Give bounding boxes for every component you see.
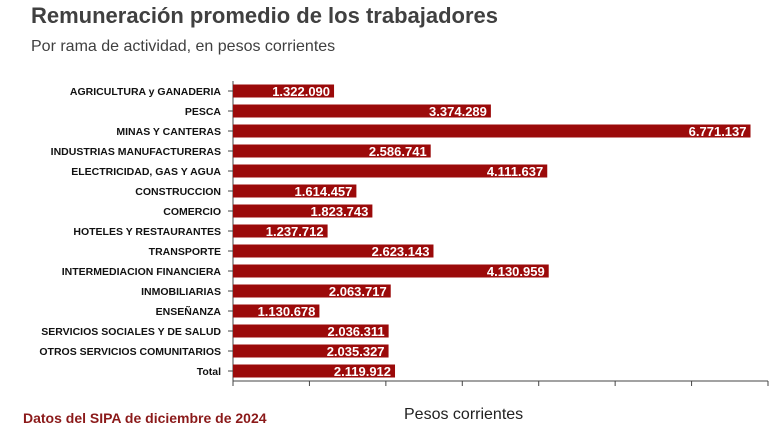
category-label: INDUSTRIAS MANUFACTURERAS — [51, 146, 221, 158]
bar-chart: AGRICULTURA y GANADERIA 1.322.090 PESCA 3.3… — [39, 81, 769, 386]
category-label: INTERMEDIACION FINANCIERA — [62, 266, 222, 278]
bar — [233, 244, 434, 258]
bar-value-label: 1.823.743 — [311, 204, 369, 219]
source-note: Datos del SIPA de diciembre de 2024 — [23, 410, 267, 426]
bar-value-label: 1.237.712 — [266, 224, 324, 239]
bar — [233, 164, 548, 178]
bar — [233, 264, 549, 278]
category-label: INMOBILIARIAS — [141, 286, 221, 298]
x-axis-label: Pesos corrientes — [404, 406, 524, 423]
bar — [233, 344, 389, 358]
chart-subtitle: Por rama de actividad, en pesos corrient… — [31, 38, 336, 55]
bar — [233, 184, 357, 198]
bar-value-label: 1.322.090 — [272, 84, 330, 99]
category-label: PESCA — [185, 106, 222, 118]
bar-value-label: 2.119.912 — [334, 364, 391, 379]
bar-value-label: 1.614.457 — [295, 184, 353, 199]
bar — [233, 124, 751, 138]
bar — [233, 304, 320, 318]
bar-value-label: 2.623.143 — [372, 244, 430, 259]
category-label: CONSTRUCCION — [135, 186, 221, 198]
category-label: HOTELES Y RESTAURANTES — [73, 226, 221, 238]
category-label: COMERCIO — [163, 206, 221, 218]
category-label: ENSEÑANZA — [156, 305, 222, 318]
category-label: AGRICULTURA y GANADERIA — [70, 86, 221, 98]
bar-value-label: 2.036.311 — [328, 324, 385, 339]
category-label: OTROS SERVICIOS COMUNITARIOS — [39, 346, 221, 358]
bar-value-label: 2.063.717 — [329, 284, 387, 299]
bar-value-label: 2.586.741 — [369, 144, 427, 159]
bar — [233, 324, 389, 338]
category-label: MINAS Y CANTERAS — [116, 126, 221, 138]
chart-title: Remuneración promedio de los trabajadore… — [31, 3, 499, 28]
bar-value-label: 4.111.637 — [487, 164, 543, 179]
bar-value-label: 2.035.327 — [327, 344, 385, 359]
bar-value-label: 3.374.289 — [429, 104, 487, 119]
bar — [233, 144, 431, 158]
bar — [233, 224, 328, 238]
bar — [233, 84, 335, 98]
bar-value-label: 1.130.678 — [258, 304, 316, 319]
bar — [233, 364, 396, 378]
bar — [233, 104, 491, 118]
bar-value-label: 4.130.959 — [487, 264, 545, 279]
category-label: SERVICIOS SOCIALES Y DE SALUD — [41, 326, 221, 338]
category-label: ELECTRICIDAD, GAS Y AGUA — [71, 166, 221, 178]
category-label: Total — [197, 366, 221, 378]
bar-value-label: 6.771.137 — [689, 124, 747, 139]
bar — [233, 204, 373, 218]
category-label: TRANSPORTE — [149, 246, 221, 258]
bar — [233, 284, 391, 298]
